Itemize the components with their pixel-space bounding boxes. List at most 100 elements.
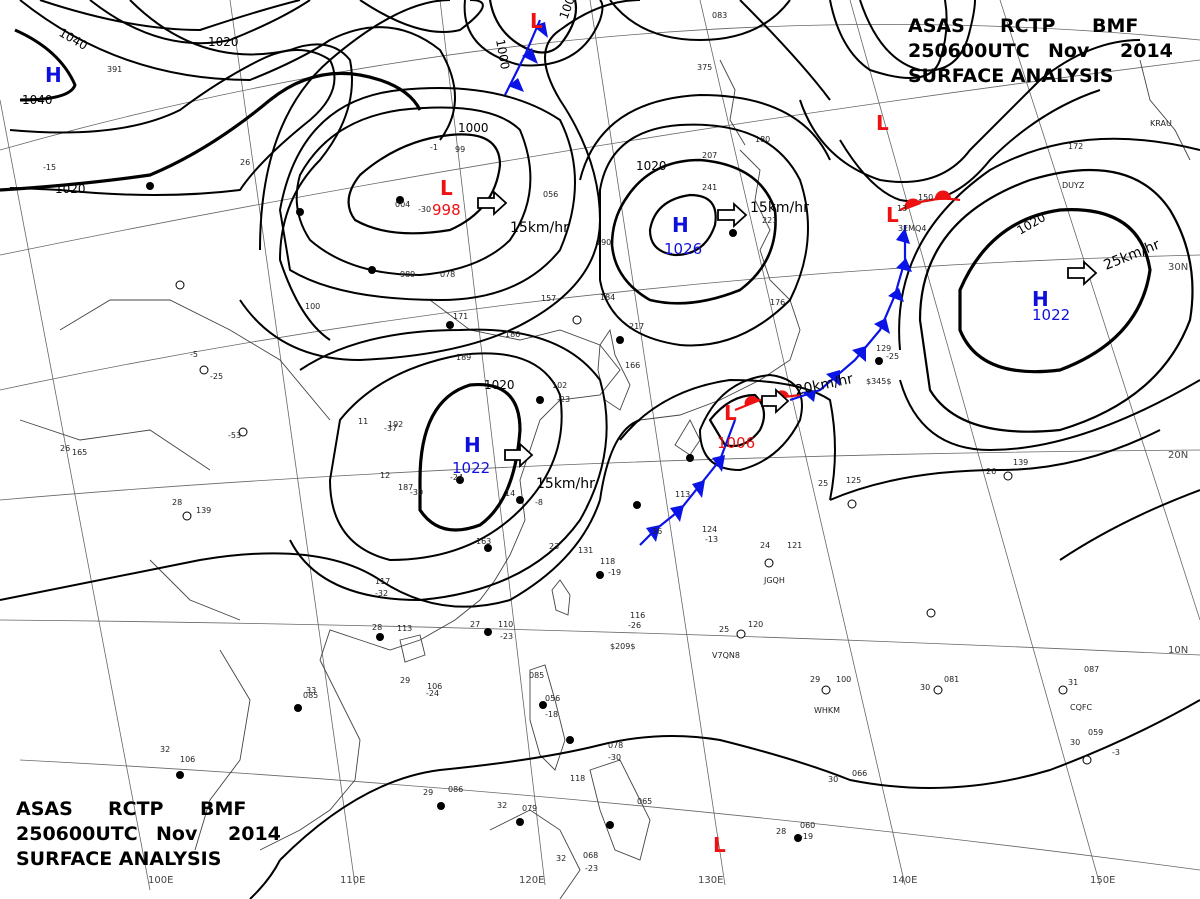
low-center-998: L xyxy=(440,176,453,200)
svg-text:121: 121 xyxy=(787,541,802,550)
svg-text:-19: -19 xyxy=(608,568,621,577)
svg-text:172: 172 xyxy=(1068,142,1083,151)
svg-text:180: 180 xyxy=(755,135,770,144)
motion-arrows xyxy=(477,189,1098,469)
svg-text:JGQH: JGQH xyxy=(763,576,785,585)
svg-text:176: 176 xyxy=(770,298,785,307)
svg-text:139: 139 xyxy=(196,506,211,515)
svg-text:V7QN8: V7QN8 xyxy=(712,651,740,660)
svg-text:375: 375 xyxy=(697,63,712,72)
svg-text:124: 124 xyxy=(702,525,717,534)
svg-text:166: 166 xyxy=(625,361,640,370)
isobar-label: 1000 xyxy=(493,38,512,71)
svg-text:27: 27 xyxy=(470,620,480,629)
svg-text:391: 391 xyxy=(107,65,122,74)
svg-text:066: 066 xyxy=(852,769,867,778)
isobar-label: 1040 xyxy=(22,93,53,107)
high-value-china: 1022 xyxy=(452,459,490,477)
low-center-1006: L xyxy=(724,401,737,425)
cold-front-south xyxy=(639,419,737,546)
header-top-right: ASAS RCTP BMF 250600UTC Nov 2014 SURFACE ANA… xyxy=(908,14,1173,89)
pressure-centers: H L L 998 H 1026 L L H 1022 H 1022 L 100… xyxy=(45,9,1070,857)
svg-text:36: 36 xyxy=(652,527,662,536)
svg-text:125: 125 xyxy=(846,476,861,485)
svg-text:059: 059 xyxy=(1088,728,1103,737)
svg-text:KRAU: KRAU xyxy=(1150,119,1172,128)
svg-text:29: 29 xyxy=(423,788,433,797)
svg-text:30: 30 xyxy=(828,775,838,784)
svg-text:-5: -5 xyxy=(190,350,198,359)
lon-label-110e: 110E xyxy=(340,875,365,886)
svg-text:110: 110 xyxy=(498,620,513,629)
svg-text:26: 26 xyxy=(986,467,996,476)
svg-text:-53: -53 xyxy=(228,431,241,440)
svg-text:-25: -25 xyxy=(210,372,223,381)
isobar-label: 1040 xyxy=(57,25,90,52)
lon-label-120e: 120E xyxy=(519,875,544,886)
low-value-1006: 1006 xyxy=(717,434,755,452)
svg-text:085: 085 xyxy=(529,671,544,680)
svg-text:$345$: $345$ xyxy=(866,377,891,386)
lat-label-20n: 20N xyxy=(1168,450,1188,461)
svg-text:118: 118 xyxy=(600,557,615,566)
svg-text:32: 32 xyxy=(556,854,566,863)
svg-text:118: 118 xyxy=(570,774,585,783)
svg-text:-19: -19 xyxy=(800,832,813,841)
footer-office: BMF xyxy=(200,798,247,820)
svg-text:-8: -8 xyxy=(535,498,543,507)
footer-station: ASAS xyxy=(16,798,73,820)
svg-text:131: 131 xyxy=(578,546,593,555)
svg-text:3EMQ4: 3EMQ4 xyxy=(898,224,926,233)
svg-text:29: 29 xyxy=(400,676,410,685)
svg-text:24: 24 xyxy=(760,541,770,550)
svg-text:-23: -23 xyxy=(557,395,570,404)
svg-text:-15: -15 xyxy=(43,163,56,172)
header-bottom-left: ASAS RCTP BMF 250600UTC Nov 2014 SURFACE ANA… xyxy=(16,797,281,872)
svg-text:CQFC: CQFC xyxy=(1070,703,1092,712)
svg-text:079: 079 xyxy=(522,804,537,813)
svg-text:WHKM: WHKM xyxy=(814,706,840,715)
svg-text:102: 102 xyxy=(552,381,567,390)
svg-text:33: 33 xyxy=(306,686,316,695)
svg-text:150: 150 xyxy=(918,193,933,202)
isobar-label: 1020 xyxy=(636,159,667,173)
footer-title: SURFACE ANALYSIS xyxy=(16,848,222,870)
header-year: 2014 xyxy=(1120,40,1173,62)
high-center-nw: H xyxy=(45,63,62,87)
isobar-label: 1000 xyxy=(458,121,489,135)
svg-text:26: 26 xyxy=(60,444,70,453)
svg-text:184: 184 xyxy=(600,293,615,302)
svg-text:056: 056 xyxy=(545,694,560,703)
isobar-label: 1020 xyxy=(1015,210,1048,237)
lon-label-140e: 140E xyxy=(892,875,917,886)
svg-text:217: 217 xyxy=(629,322,644,331)
svg-text:165: 165 xyxy=(72,448,87,457)
svg-text:-24: -24 xyxy=(450,473,463,482)
high-value-east: 1022 xyxy=(1032,306,1070,324)
svg-text:113: 113 xyxy=(675,490,690,499)
svg-text:139: 139 xyxy=(1013,458,1028,467)
svg-text:11: 11 xyxy=(358,417,368,426)
svg-text:004: 004 xyxy=(395,200,410,209)
svg-text:30: 30 xyxy=(920,683,930,692)
svg-text:13: 13 xyxy=(897,204,907,213)
svg-text:-30: -30 xyxy=(608,753,621,762)
svg-text:DUYZ: DUYZ xyxy=(1062,181,1085,190)
coastlines xyxy=(19,59,1191,899)
svg-text:116: 116 xyxy=(630,611,645,620)
svg-text:117: 117 xyxy=(375,577,390,586)
svg-text:32: 32 xyxy=(497,801,507,810)
station-open-marks xyxy=(175,280,1092,765)
svg-text:157: 157 xyxy=(541,294,556,303)
svg-text:-30: -30 xyxy=(410,488,423,497)
svg-text:$209$: $209$ xyxy=(610,642,635,651)
station-plots xyxy=(146,182,883,842)
svg-text:241: 241 xyxy=(702,183,717,192)
lon-label-100e: 100E xyxy=(148,875,173,886)
svg-text:056: 056 xyxy=(543,190,558,199)
svg-text:99: 99 xyxy=(455,145,465,154)
header-center: RCTP xyxy=(1000,15,1056,37)
